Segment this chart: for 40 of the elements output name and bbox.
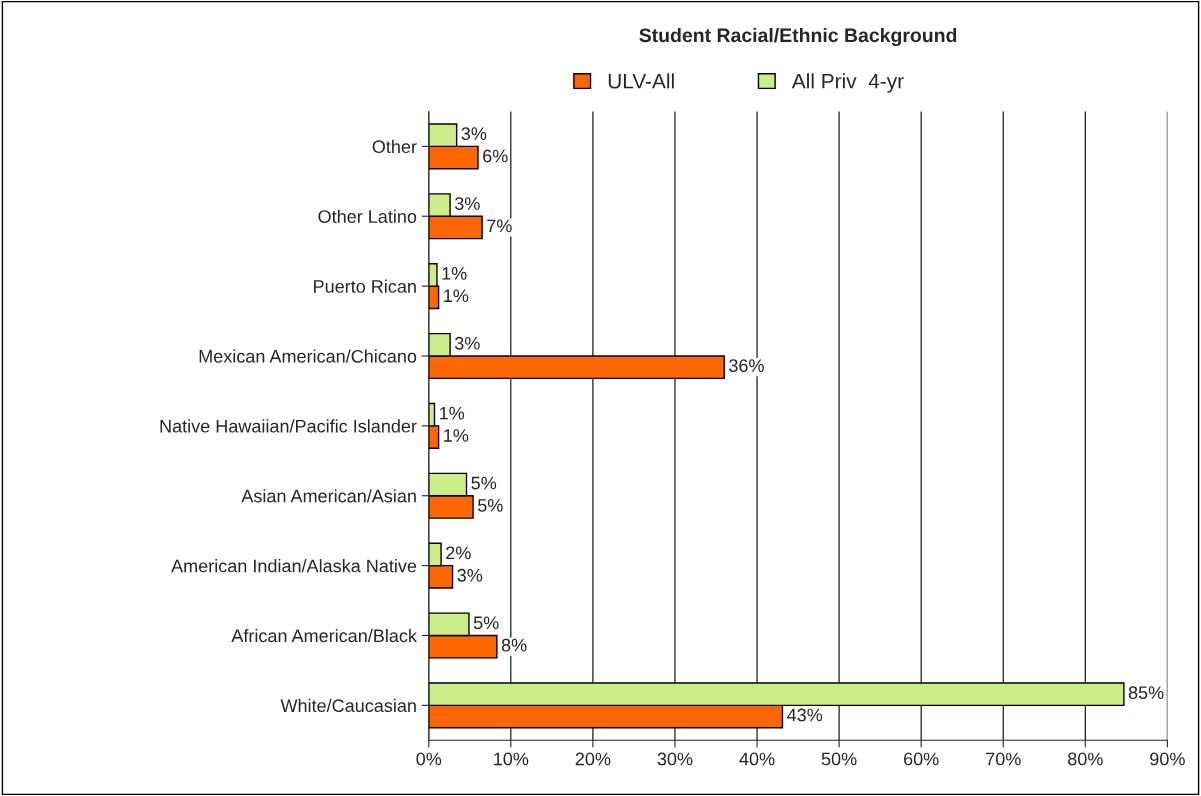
data-label: 3% xyxy=(454,336,480,350)
y-tick-label: Puerto Rican xyxy=(314,279,416,293)
y-tick-label: Mexican American/Chicano xyxy=(199,349,417,363)
chart-title: Student Racial/Ethnic Background xyxy=(639,27,957,47)
data-label: 3% xyxy=(454,197,480,210)
data-label: 5% xyxy=(471,476,497,490)
x-tick-label: 70% xyxy=(986,752,1021,766)
x-tick-label: 30% xyxy=(657,752,693,766)
x-tick-label: 50% xyxy=(821,752,857,766)
x-tick-label: 80% xyxy=(1068,752,1103,766)
x-tick-label: 60% xyxy=(904,752,939,766)
data-label: 2% xyxy=(446,546,471,560)
data-label: 1% xyxy=(442,267,467,280)
y-tick-label: African American/Black xyxy=(231,628,417,643)
data-label: 5% xyxy=(473,616,499,630)
y-tick-label: White/Caucasian xyxy=(280,698,416,713)
y-tick-label: Other Latino xyxy=(318,209,417,223)
data-label: 1% xyxy=(440,406,465,420)
data-label: 1% xyxy=(444,429,469,442)
x-tick-label: 40% xyxy=(739,752,775,766)
legend-label: ULV-All xyxy=(608,73,674,89)
y-tick-label: American Indian/Alaska Native xyxy=(171,559,417,573)
data-label: 36% xyxy=(729,359,764,373)
x-tick-label: 20% xyxy=(575,752,611,766)
data-label: 85% xyxy=(1128,686,1164,700)
y-tick-label: Asian American/Asian xyxy=(241,489,416,503)
x-tick-label: 0% xyxy=(416,752,442,766)
x-tick-label: 90% xyxy=(1150,752,1185,766)
legend-label: All Priv 4-yr xyxy=(791,73,904,93)
data-label: 1% xyxy=(444,289,469,303)
data-label: 43% xyxy=(787,708,823,722)
data-label: 3% xyxy=(461,127,487,141)
data-label: 6% xyxy=(483,149,508,163)
data-label: 8% xyxy=(501,638,527,652)
y-tick-label: Other xyxy=(372,139,417,154)
x-tick-label: 10% xyxy=(494,752,529,766)
y-tick-label: Native Hawaiian/Pacific Islander xyxy=(160,419,417,433)
data-label: 5% xyxy=(477,499,503,512)
data-label: 3% xyxy=(457,568,483,582)
data-label: 7% xyxy=(487,219,512,233)
